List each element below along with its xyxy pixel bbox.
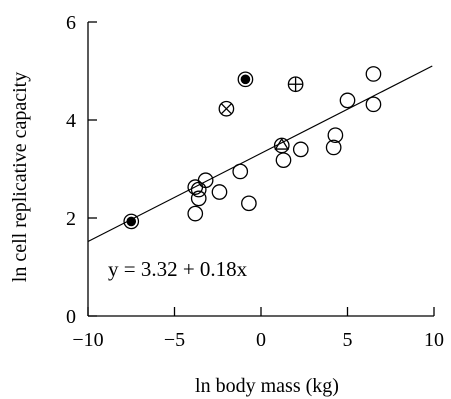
point-circle	[275, 152, 292, 169]
data-point-11-plus-circle	[287, 76, 304, 93]
point-circle	[365, 96, 382, 113]
x-tick-label-1: −5	[164, 329, 185, 351]
point-outline	[237, 71, 254, 88]
regression-line	[87, 65, 433, 243]
point-circle	[211, 184, 228, 200]
point-cross-b	[220, 103, 233, 115]
point-circle	[232, 163, 249, 180]
point-circle	[325, 139, 342, 156]
y-tick-label-1: 2	[66, 208, 76, 230]
data-point-13-circle	[275, 152, 292, 169]
point-triangle	[274, 137, 290, 150]
x-axis-label: ln body mass (kg)	[195, 375, 339, 397]
data-point-4-circle	[187, 205, 204, 222]
data-point-5-circle	[197, 172, 214, 189]
point-circle	[187, 205, 204, 222]
point-circle	[190, 190, 207, 207]
point-outline	[123, 213, 140, 230]
regression-equation: y = 3.32 + 0.18x	[108, 257, 248, 281]
x-tick-label-0: −10	[72, 329, 103, 351]
y-tick-label-0: 0	[66, 306, 76, 328]
data-point-17-circle	[339, 92, 356, 109]
data-point-6-circle	[211, 184, 228, 200]
data-point-10-filled-circle	[237, 71, 254, 88]
data-point-14-circle	[292, 141, 309, 158]
point-fill	[240, 74, 251, 85]
point-circle	[197, 172, 214, 189]
point-circle	[218, 100, 235, 117]
y-tick-label-2: 4	[66, 110, 76, 132]
data-point-8-circle	[241, 195, 257, 212]
y-tick-label-3: 6	[66, 12, 76, 34]
point-circle	[365, 66, 382, 82]
data-point-19-circle	[365, 66, 382, 82]
y-axis-label: ln cell replicative capacity	[9, 72, 31, 282]
x-tick-label-4: 10	[424, 329, 444, 351]
point-circle	[327, 127, 344, 144]
ticks: 0 2 4 6 −10 −5 0 5 10	[66, 12, 444, 351]
data-point-16-circle	[327, 127, 344, 144]
data-point-3-circle	[190, 190, 207, 207]
data-point-18-circle	[365, 96, 382, 113]
data-point-7-circle	[232, 163, 249, 180]
point-circle	[339, 92, 356, 109]
data-point-15-circle	[325, 139, 342, 156]
data-point-0-filled-circle	[123, 213, 140, 230]
data-point-9-cross-circle	[218, 100, 235, 117]
point-fill	[126, 216, 137, 227]
x-tick-label-3: 5	[343, 329, 353, 351]
point-circle	[241, 195, 257, 212]
data-points	[123, 66, 382, 230]
point-circle	[292, 141, 309, 158]
regression-group	[87, 65, 433, 243]
x-tick-label-2: 0	[256, 329, 266, 351]
